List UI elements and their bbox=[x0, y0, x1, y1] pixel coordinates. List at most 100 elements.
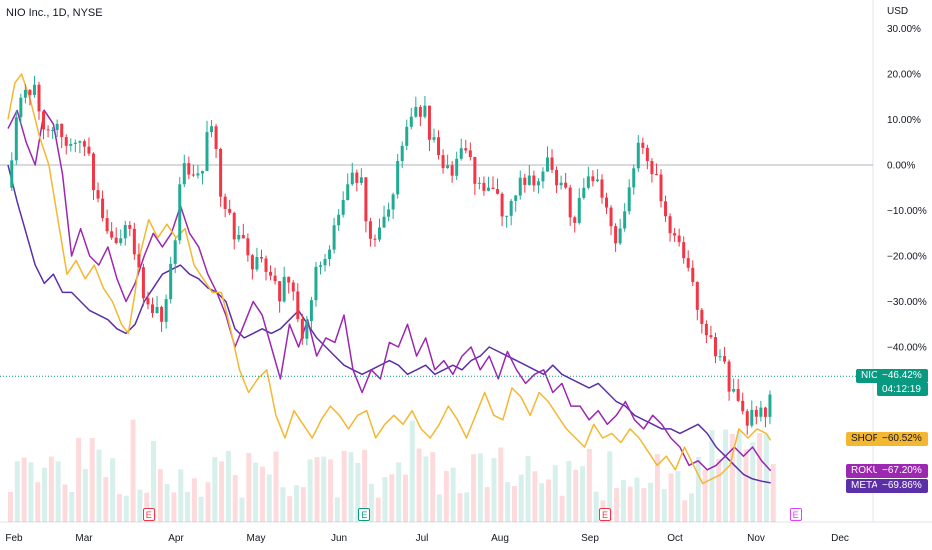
nio-candle bbox=[364, 177, 368, 222]
earnings-marker[interactable]: E bbox=[789, 508, 802, 521]
volume-bar bbox=[477, 453, 483, 522]
volume-bar bbox=[232, 475, 238, 522]
volume-bar bbox=[185, 491, 191, 522]
x-tick-label: Dec bbox=[831, 533, 849, 544]
earnings-marker[interactable]: E bbox=[142, 508, 155, 521]
volume-bar bbox=[198, 496, 204, 522]
volume-bar bbox=[559, 495, 565, 522]
y-tick-label: −10.00% bbox=[887, 206, 927, 217]
nio-candle bbox=[110, 231, 114, 238]
x-tick-label: Sep bbox=[581, 533, 599, 544]
volume-bar bbox=[287, 496, 293, 522]
nio-candle bbox=[55, 123, 59, 130]
nio-countdown-tag: 04:12:19 bbox=[877, 383, 928, 397]
volume-bar bbox=[654, 454, 660, 522]
volume-bar bbox=[28, 462, 34, 522]
volume-bar bbox=[48, 456, 54, 522]
y-tick-label: 0.00% bbox=[887, 161, 915, 172]
nio-candle bbox=[350, 172, 354, 185]
volume-bar bbox=[151, 441, 157, 522]
volume-bar bbox=[8, 492, 13, 522]
y-tick-label: −20.00% bbox=[887, 252, 927, 263]
nio-candle bbox=[682, 242, 686, 259]
nio-candle bbox=[87, 146, 91, 154]
nio-candle bbox=[527, 175, 531, 185]
nio-candle bbox=[178, 184, 182, 241]
nio-candle bbox=[191, 174, 195, 176]
volume-bar bbox=[246, 452, 252, 522]
nio-candle bbox=[505, 215, 509, 217]
volume-bar bbox=[14, 461, 20, 522]
nio-candle bbox=[509, 200, 513, 216]
nio-candle bbox=[60, 123, 64, 138]
currency-label: USD bbox=[887, 6, 909, 17]
meta-value-tag: −69.86% bbox=[877, 479, 928, 493]
volume-bar bbox=[634, 477, 640, 522]
earnings-marker[interactable]: E bbox=[358, 508, 371, 521]
nio-candle bbox=[296, 291, 300, 320]
nio-candle bbox=[550, 157, 554, 170]
volume-bar bbox=[375, 497, 381, 522]
volume-bar bbox=[300, 487, 306, 522]
nio-candle bbox=[532, 175, 536, 186]
earnings-marker[interactable]: E bbox=[599, 508, 611, 521]
volume-bar bbox=[743, 449, 749, 522]
nio-candle bbox=[387, 209, 391, 217]
nio-candle bbox=[337, 214, 341, 226]
shop-value-tag: −60.52% bbox=[877, 432, 928, 446]
nio-candle bbox=[409, 116, 413, 127]
nio-candle bbox=[555, 169, 559, 186]
volume-bar bbox=[593, 491, 599, 522]
nio-candle bbox=[545, 157, 549, 172]
nio-candle bbox=[568, 187, 572, 218]
nio-candle bbox=[223, 196, 227, 209]
nio-candle bbox=[695, 282, 699, 310]
volume-bar bbox=[518, 474, 524, 522]
nio-candle bbox=[459, 148, 463, 159]
nio-candle bbox=[595, 179, 599, 182]
nio-candle bbox=[91, 153, 95, 191]
nio-candle bbox=[269, 271, 273, 276]
nio-candle bbox=[169, 263, 173, 300]
nio-candle bbox=[359, 177, 363, 183]
nio-candle bbox=[673, 233, 677, 236]
nio-candle bbox=[37, 84, 41, 112]
nio-candle bbox=[432, 137, 436, 140]
nio-candle bbox=[464, 148, 468, 151]
volume-bar bbox=[430, 452, 436, 522]
volume-bar bbox=[21, 457, 27, 522]
volume-bar bbox=[368, 483, 374, 522]
nio-candle bbox=[219, 148, 223, 197]
nio-candle bbox=[468, 150, 472, 158]
nio-candle bbox=[232, 212, 236, 240]
nio-candle bbox=[105, 218, 109, 232]
nio-candle bbox=[586, 176, 590, 188]
volume-bar bbox=[505, 482, 511, 522]
nio-candle bbox=[318, 265, 322, 267]
volume-bar bbox=[409, 420, 415, 522]
nio-candle bbox=[491, 187, 495, 190]
nio-candle bbox=[441, 155, 445, 169]
volume-bar bbox=[259, 466, 265, 522]
nio-candle bbox=[455, 158, 459, 176]
x-tick-label: Feb bbox=[5, 533, 23, 544]
volume-bar bbox=[69, 491, 75, 522]
volume-bar bbox=[42, 467, 48, 522]
nio-candle bbox=[137, 254, 141, 268]
nio-candle bbox=[496, 189, 500, 194]
volume-bar bbox=[35, 482, 41, 522]
nio-candle bbox=[477, 182, 481, 184]
volume-bar bbox=[423, 456, 429, 522]
nio-candle bbox=[564, 182, 568, 188]
nio-candle bbox=[246, 238, 250, 256]
nio-candle bbox=[473, 157, 477, 184]
volume-bar bbox=[96, 449, 102, 522]
nio-candle bbox=[582, 187, 586, 198]
nio-candle bbox=[264, 258, 268, 272]
volume-bar bbox=[641, 488, 647, 522]
nio-candle bbox=[323, 259, 327, 266]
nio-candle bbox=[577, 197, 581, 223]
nio-candle bbox=[709, 335, 713, 338]
volume-bar bbox=[144, 492, 150, 522]
